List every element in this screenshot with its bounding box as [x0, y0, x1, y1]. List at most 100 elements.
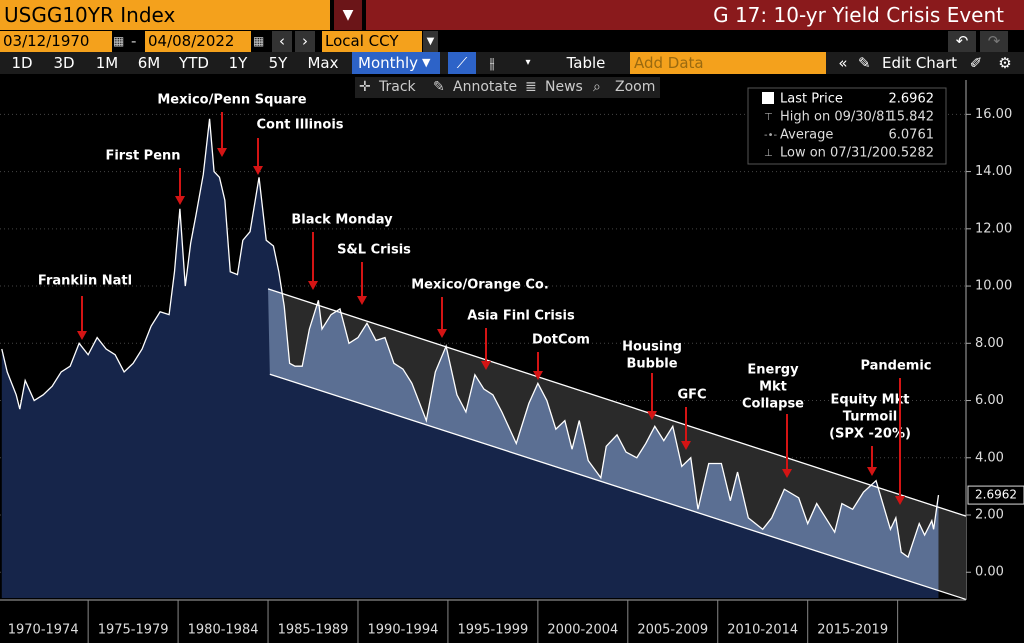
edit-chart-button[interactable]: Edit Chart	[882, 54, 958, 72]
y-tick-label: 6.00	[975, 393, 1004, 408]
annotation-arrowhead	[782, 469, 792, 478]
y-tick-label: 0.00	[975, 565, 1004, 580]
x-tick-label: 1995-1999	[457, 623, 528, 638]
chart-type-dropdown[interactable]: ▾	[525, 57, 531, 68]
annotation-label: Franklin Natl	[38, 274, 132, 289]
annotation-label: First Penn	[105, 149, 180, 164]
ticker-dropdown[interactable]: ▼	[334, 0, 362, 30]
track-tool[interactable]: Track	[379, 79, 416, 95]
price-area	[1, 118, 939, 598]
calendar-icon[interactable]: ▦	[253, 34, 265, 48]
zoom-icon[interactable]: ⌕	[593, 79, 601, 95]
track-icon[interactable]: ✛	[359, 79, 371, 95]
x-tick-label: 1975-1979	[98, 623, 169, 638]
annotation-arrowhead	[308, 281, 318, 290]
end-date[interactable]: 04/08/2022	[145, 31, 251, 52]
annotation-label: Energy	[747, 363, 799, 378]
x-tick-label: 2015-2019	[817, 623, 888, 638]
currency-field[interactable]: Local CCY	[322, 31, 422, 52]
last-price-label: 2.6962	[975, 488, 1017, 502]
annotation-arrowhead	[175, 196, 185, 205]
price-line	[1, 118, 940, 559]
price-area-channel	[268, 288, 939, 598]
annotation-label: Asia Finl Crisis	[467, 309, 575, 324]
annotation-label: Equity Mkt	[831, 393, 910, 408]
annotation-label: Black Monday	[291, 213, 393, 228]
bar-chart-button[interactable]: ⫲	[489, 54, 495, 72]
calendar-icon[interactable]: ▦	[113, 34, 125, 48]
x-tick-label: 1970-1974	[8, 623, 79, 638]
zoom-tool[interactable]: Zoom	[615, 79, 656, 95]
period-button[interactable]: 5Y	[268, 54, 288, 72]
annotation-label: Bubble	[626, 357, 677, 372]
frequency-select[interactable]: Monthly	[352, 52, 422, 74]
legend-icon: ⊥	[764, 148, 773, 159]
trend-line	[267, 288, 967, 517]
legend-swatch	[762, 92, 774, 104]
y-tick-label: 4.00	[975, 450, 1004, 465]
annotation-arrowhead	[647, 411, 657, 420]
frequency-dropdown[interactable]: ▼	[422, 52, 440, 74]
period-button[interactable]: YTD	[179, 54, 209, 72]
y-tick-label: 2.00	[975, 508, 1004, 523]
period-button[interactable]: 1D	[11, 54, 33, 72]
redo-button[interactable]: ↷	[980, 31, 1008, 52]
annotation-label: S&L Crisis	[337, 243, 411, 258]
x-tick-label: 2000-2004	[547, 623, 618, 638]
annotation-arrowhead	[895, 496, 905, 505]
annotation-label: GFC	[677, 388, 706, 403]
settings-icon[interactable]: ⚙	[998, 54, 1012, 72]
annotation-label: Pandemic	[860, 359, 931, 374]
period-button[interactable]: 1M	[95, 54, 119, 72]
undo-button[interactable]: ↶	[948, 31, 976, 52]
annotate-tool[interactable]: Annotate	[453, 79, 518, 95]
legend-value: 0.5282	[889, 146, 935, 161]
currency-dropdown[interactable]: ▼	[423, 31, 438, 52]
annotation-label: Mexico/Orange Co.	[411, 278, 549, 293]
legend-label: Average	[780, 128, 833, 143]
legend-value: 6.0761	[889, 128, 935, 143]
collapse-button[interactable]: «	[838, 54, 848, 72]
x-tick-label: 1990-1994	[368, 623, 439, 638]
start-date[interactable]: 03/12/1970	[0, 31, 112, 52]
y-tick-label: 10.00	[975, 279, 1012, 294]
legend-icon: ⊤	[764, 112, 773, 123]
annotation-arrowhead	[217, 148, 227, 157]
legend-value: 15.842	[889, 110, 935, 125]
period-button[interactable]: 6M	[137, 54, 161, 72]
period-button[interactable]: 1Y	[228, 54, 248, 72]
news-tool[interactable]: News	[545, 79, 583, 95]
table-button[interactable]: Table	[566, 54, 606, 72]
annotation-arrowhead	[867, 467, 877, 476]
channel-band	[268, 288, 966, 600]
x-tick-label: 1985-1989	[278, 623, 349, 638]
annotation-label: DotCom	[532, 333, 590, 348]
line-chart-button[interactable]: ⟋	[448, 52, 476, 74]
last-price-tag	[967, 485, 1024, 505]
period-button[interactable]: 3D	[53, 54, 75, 72]
window-title: G 17: 10-yr Yield Crisis Event	[366, 0, 1024, 30]
y-tick-label: 8.00	[975, 336, 1004, 351]
legend-icon: -•-	[764, 130, 778, 141]
add-data-field[interactable]: Add Data	[630, 52, 826, 74]
trend-line	[269, 373, 967, 601]
ticker-field[interactable]: USGG10YR Index	[0, 0, 330, 30]
legend-box	[747, 87, 947, 165]
x-tick-label: 2010-2014	[727, 623, 798, 638]
period-button[interactable]: Max	[307, 54, 339, 72]
x-axis-band	[0, 600, 1024, 643]
annotation-arrowhead	[77, 331, 87, 340]
back-button[interactable]: ‹	[272, 31, 292, 52]
annotation-label: Mexico/Penn Square	[157, 93, 306, 108]
annotation-arrowhead	[437, 329, 447, 338]
news-icon[interactable]: ≣	[525, 79, 537, 95]
pencil-icon[interactable]: ✎	[858, 54, 871, 72]
forward-button[interactable]: ›	[295, 31, 315, 52]
date-separator: -	[131, 32, 137, 50]
x-tick-label: 1980-1984	[188, 623, 259, 638]
x-tick-label: 2005-2009	[637, 623, 708, 638]
annotation-arrowhead	[681, 441, 691, 450]
annotate-icon[interactable]: ✎	[433, 79, 445, 95]
edit-icon[interactable]: ✐	[969, 54, 983, 72]
